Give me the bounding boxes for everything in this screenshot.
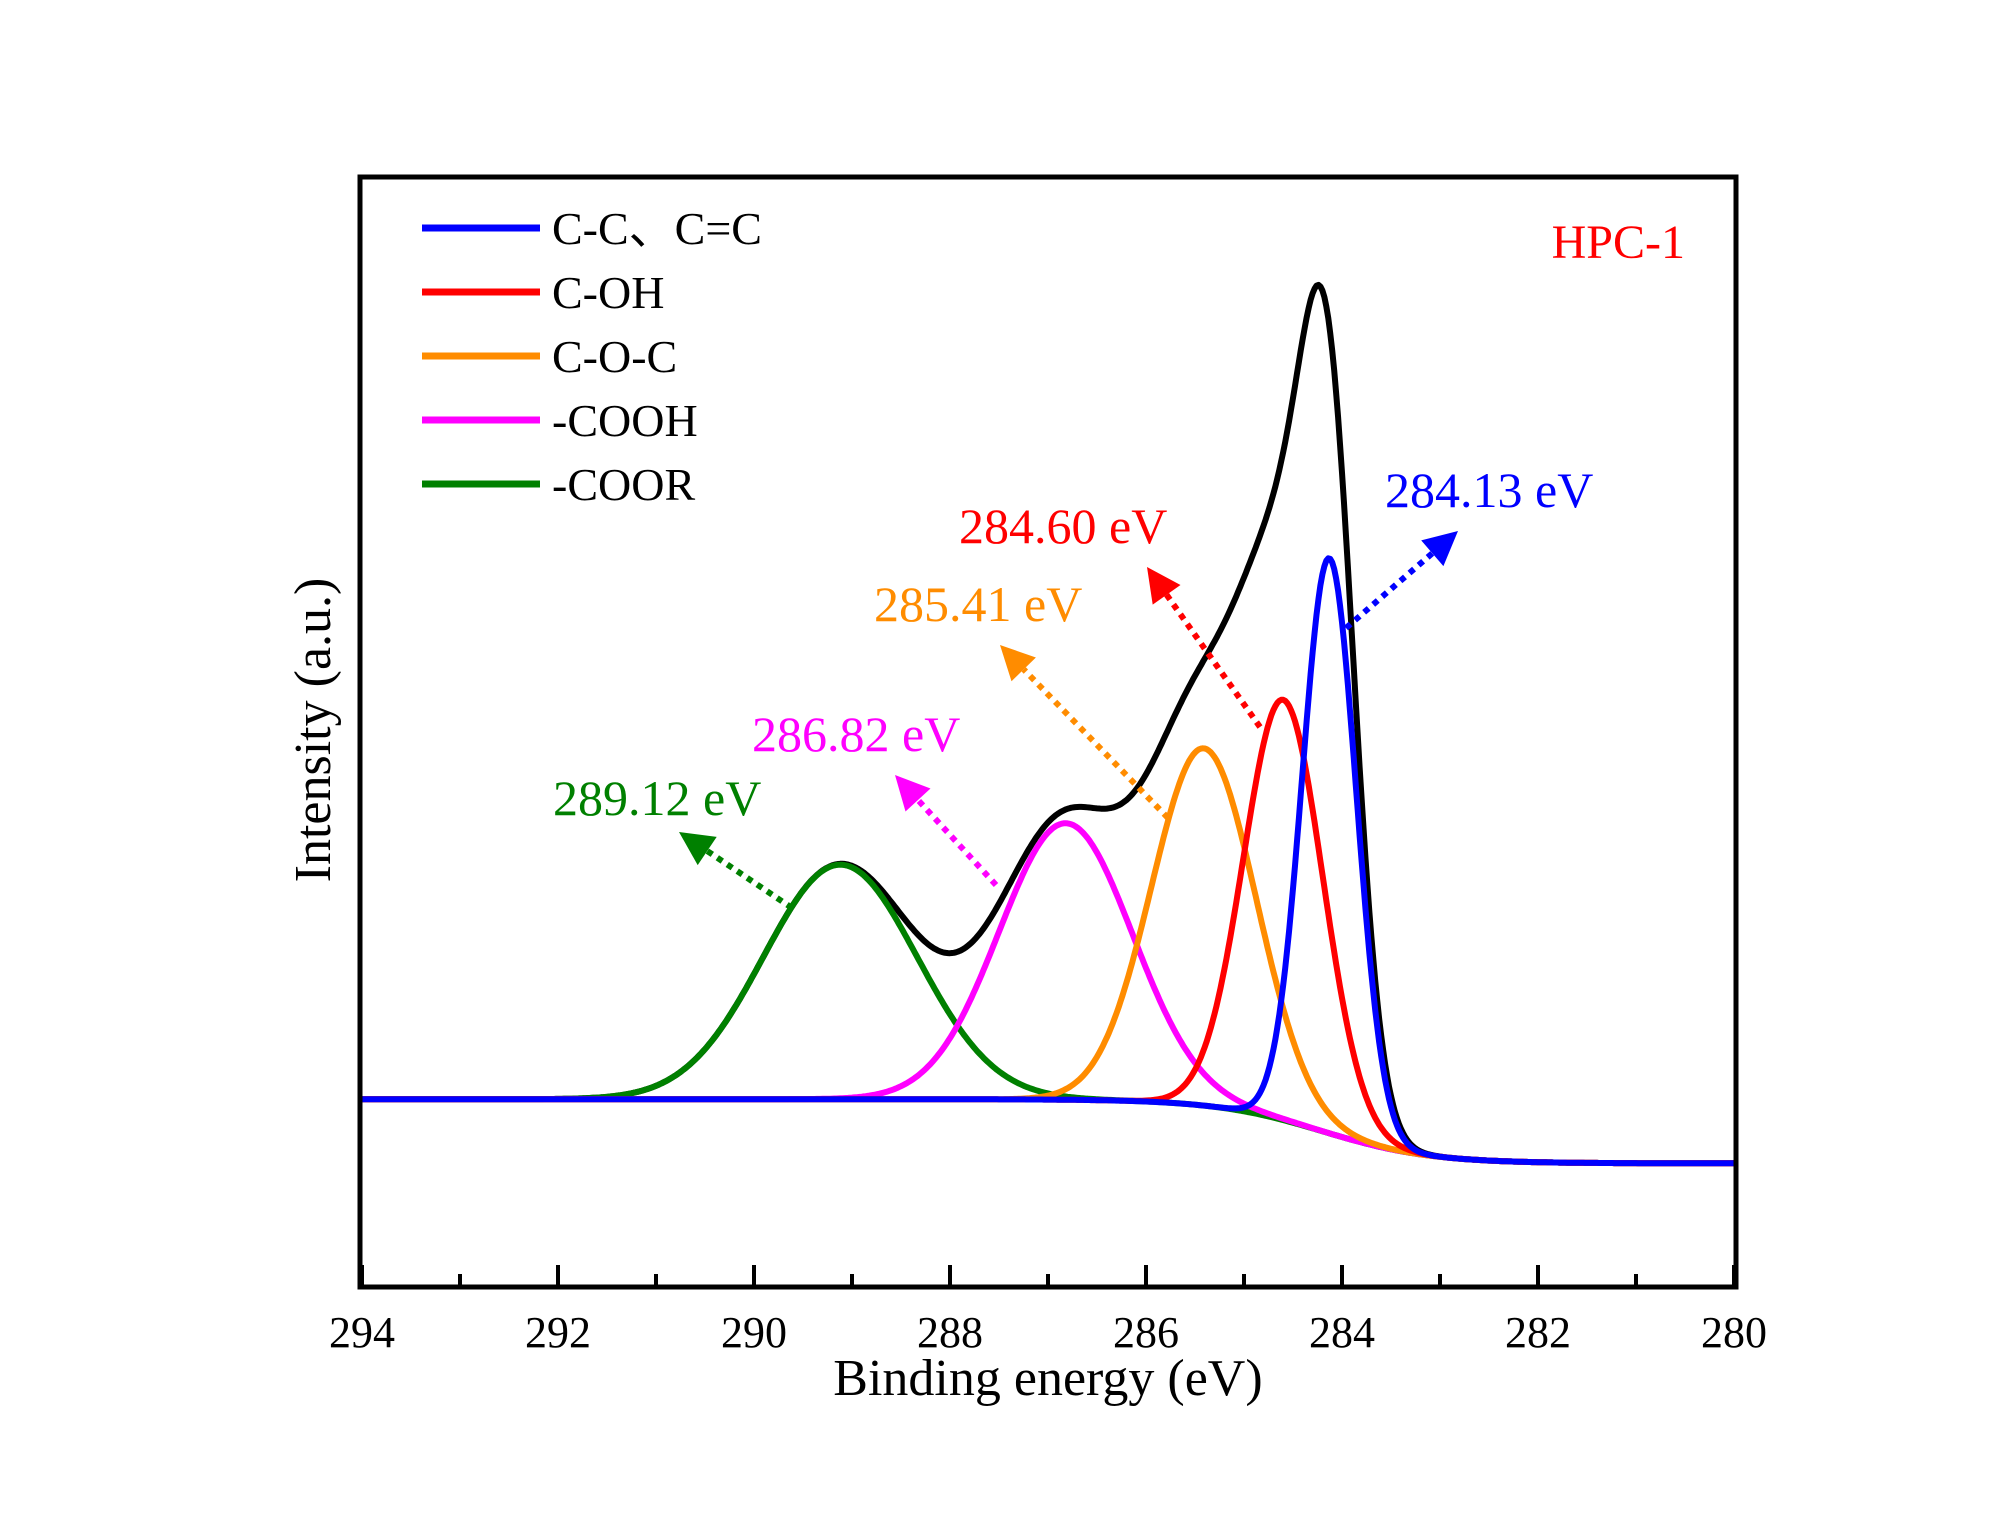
annotation-arrow-shaft bbox=[705, 848, 794, 911]
peak-annotation-label: 286.82 eV bbox=[752, 706, 960, 762]
x-axis-label: Binding energy (eV) bbox=[833, 1350, 1262, 1407]
annotation-arrow-head bbox=[679, 832, 717, 866]
annotation-arrow-head bbox=[1147, 567, 1181, 605]
annotation-arrow-shaft bbox=[915, 798, 999, 888]
annotation-arrow-shaft bbox=[1344, 550, 1435, 631]
x-tick-label: 280 bbox=[1701, 1308, 1767, 1357]
x-tick-label: 288 bbox=[917, 1308, 983, 1357]
peak-annotation-label: 285.41 eV bbox=[874, 576, 1082, 632]
plot-frame bbox=[357, 174, 1739, 1290]
series-line-c-c-c-c bbox=[362, 555, 1734, 1167]
x-tick-label: 282 bbox=[1505, 1308, 1571, 1357]
annotation-arrow-head bbox=[1421, 531, 1458, 567]
series-line-coor bbox=[362, 861, 1734, 1167]
annotation-arrow-shaft bbox=[1164, 593, 1263, 729]
x-axis-ticks: 294 292 290 288 286 284 282 280 bbox=[329, 1265, 1767, 1357]
x-tick-label: 286 bbox=[1113, 1308, 1179, 1357]
legend: C-C、C=C C-OH C-O-C -COOH -COOR bbox=[422, 203, 762, 510]
legend-label: -COOH bbox=[552, 395, 698, 446]
legend-label: -COOR bbox=[552, 459, 695, 510]
x-tick-label: 294 bbox=[329, 1308, 395, 1357]
curves-group bbox=[362, 281, 1734, 1167]
x-tick-label: 290 bbox=[721, 1308, 787, 1357]
legend-label: C-C、C=C bbox=[552, 203, 762, 254]
sample-label: HPC-1 bbox=[1552, 216, 1685, 269]
peak-annotations: 284.13 eV 284.60 eV 285.41 eV 286.82 eV 289.… bbox=[553, 462, 1593, 911]
x-tick-label: 292 bbox=[525, 1308, 591, 1357]
y-axis-label: Intensity (a.u.) bbox=[285, 578, 342, 883]
annotation-arrow-shaft bbox=[1021, 667, 1171, 821]
legend-label: C-O-C bbox=[552, 331, 677, 382]
legend-label: C-OH bbox=[552, 267, 664, 318]
series-line-cooh bbox=[362, 820, 1734, 1167]
peak-annotation-label: 284.60 eV bbox=[959, 498, 1167, 554]
annotation-arrow-head bbox=[1000, 645, 1036, 682]
x-tick-label: 284 bbox=[1309, 1308, 1375, 1357]
peak-annotation-label: 284.13 eV bbox=[1385, 462, 1593, 518]
annotation-arrow-head bbox=[895, 775, 931, 812]
peak-annotation-label: 289.12 eV bbox=[553, 770, 761, 826]
